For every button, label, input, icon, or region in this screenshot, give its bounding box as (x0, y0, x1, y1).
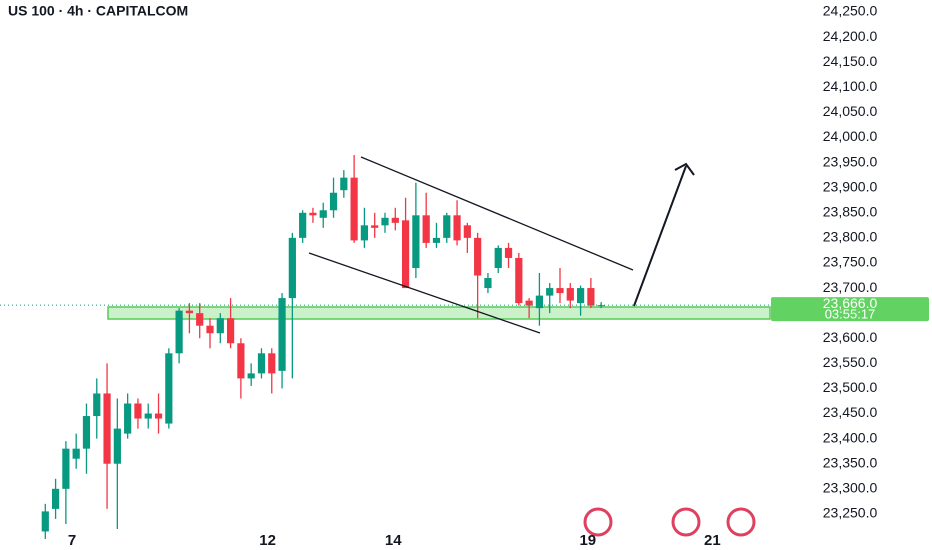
candle-body (504, 247, 513, 258)
y-tick-label: 24,000.0 (823, 128, 878, 144)
y-tick-label: 23,700.0 (823, 279, 878, 295)
countdown: 03:55:17 (825, 307, 876, 322)
channel-lower (308, 252, 541, 334)
candle-body (412, 215, 420, 268)
y-tick-label: 23,350.0 (823, 454, 878, 470)
arrow-head (674, 162, 695, 176)
candle-body (278, 298, 286, 371)
candle-body (381, 217, 389, 226)
candle-body (587, 288, 595, 306)
support-zone (107, 306, 771, 320)
candle-body (556, 288, 564, 294)
x-tick-label: 7 (68, 532, 76, 549)
chart-title: US 100 · 4h · CAPITALCOM (8, 3, 188, 19)
y-tick-label: 23,800.0 (823, 229, 878, 245)
y-tick-label: 24,150.0 (823, 53, 878, 69)
y-tick-label: 23,550.0 (823, 354, 878, 370)
y-tick-label: 24,050.0 (823, 103, 878, 119)
candle-body (309, 212, 317, 216)
candle-body (360, 225, 369, 241)
candles (41, 155, 605, 539)
candle-body (484, 278, 492, 289)
y-tick-label: 23,850.0 (823, 203, 878, 219)
candle-body (51, 488, 60, 509)
candle-body (494, 247, 502, 268)
y-tick-label: 24,250.0 (823, 3, 878, 19)
candle-body (463, 225, 471, 238)
candle-body (82, 416, 91, 449)
candle-body (329, 192, 338, 211)
candle-body (124, 403, 132, 434)
y-tick-label: 24,100.0 (823, 78, 878, 94)
candle-body (546, 288, 554, 296)
candle-body (103, 393, 111, 464)
y-tick-label: 23,900.0 (823, 178, 878, 194)
candle-body (185, 310, 194, 314)
candle-body (566, 288, 574, 301)
candle-body (257, 353, 266, 374)
candle-body (165, 353, 173, 424)
candle-body (515, 257, 523, 304)
candle-body (134, 403, 142, 419)
icon (671, 507, 701, 537)
x-tick-label: 19 (579, 532, 596, 549)
last-price-box (771, 297, 929, 322)
candle-body (247, 373, 255, 379)
candle-body (154, 413, 163, 419)
y-tick-label: 24,200.0 (823, 28, 878, 44)
candle-body (175, 310, 183, 354)
candle-body (443, 215, 451, 238)
candle-body (93, 393, 101, 417)
candle-body (422, 215, 430, 243)
candle-body (535, 295, 544, 309)
candle-body (72, 448, 80, 459)
x-tick-label: 12 (259, 532, 276, 549)
candle-body (113, 428, 121, 464)
candle-body (391, 217, 399, 223)
candle-body (299, 212, 307, 238)
y-tick-label: 23,450.0 (823, 404, 878, 420)
candle-body (576, 288, 585, 304)
candle-body (401, 220, 410, 289)
icon (583, 507, 613, 537)
projection-arrow (633, 165, 687, 307)
candle-body (350, 177, 358, 241)
candle-body (340, 177, 348, 191)
candle-body (371, 225, 379, 228)
candle-body (525, 300, 533, 306)
y-tick-label: 23,950.0 (823, 153, 878, 169)
candle-body (288, 237, 296, 299)
y-tick-label: 23,400.0 (823, 429, 878, 445)
candle-body (432, 237, 441, 243)
candle-body (226, 318, 235, 344)
candle-body (196, 313, 204, 326)
candle-body (597, 305, 605, 307)
x-tick-label: 14 (385, 532, 402, 549)
indicator-icons (583, 507, 756, 537)
y-tick-label: 23,750.0 (823, 254, 878, 270)
y-tick-label: 23,500.0 (823, 379, 878, 395)
x-tick-label: 21 (704, 532, 721, 549)
candle-body (62, 448, 70, 489)
candle-body (319, 210, 327, 218)
last-price-label: 23,666.0 (823, 295, 878, 311)
candle-body (453, 215, 461, 241)
candle-body (237, 343, 245, 379)
candle-body (474, 237, 482, 276)
candle-body (144, 413, 152, 419)
candle-body (206, 325, 214, 334)
y-tick-label: 23,600.0 (823, 329, 878, 345)
candle-body (268, 353, 276, 374)
channel-upper (360, 156, 634, 271)
y-tick-label: 23,300.0 (823, 480, 878, 496)
candle-body (216, 318, 224, 334)
icon (726, 507, 756, 537)
y-tick-label: 23,250.0 (823, 505, 878, 521)
candle-body (41, 511, 49, 532)
